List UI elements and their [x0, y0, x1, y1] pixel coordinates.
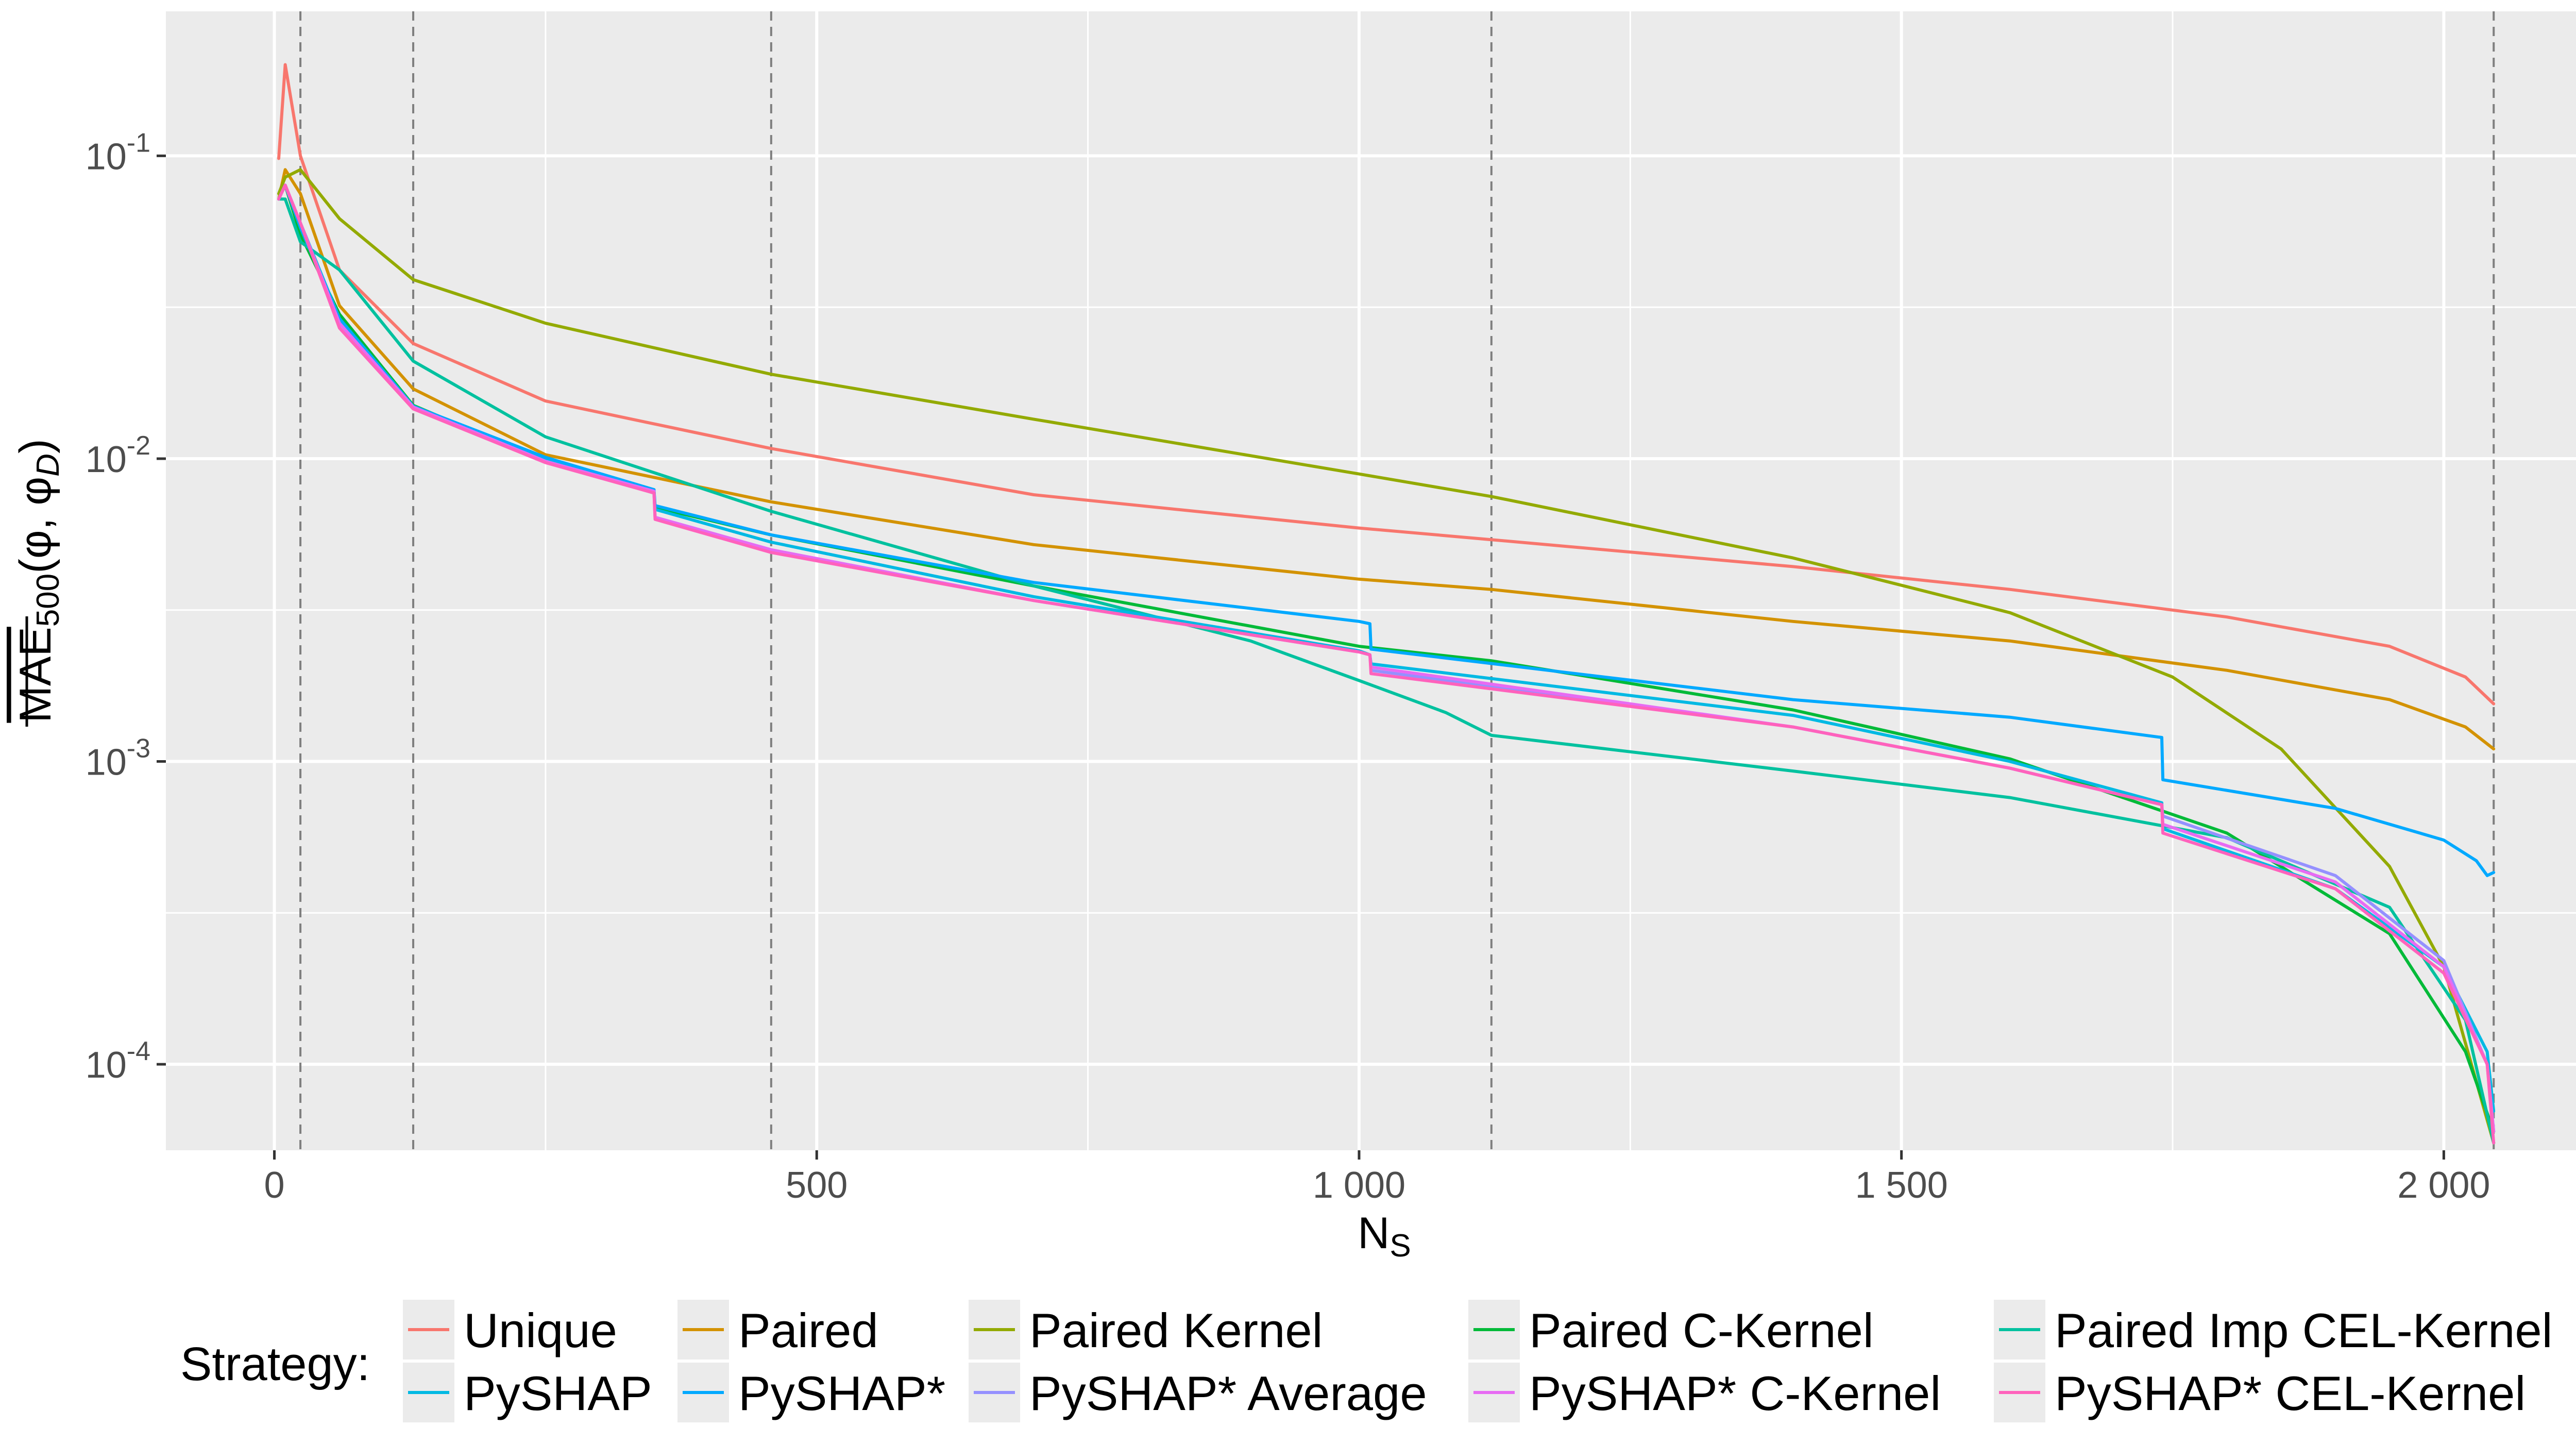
legend-item: Paired Kernel — [969, 1300, 1323, 1360]
y-tick-label: 10-4 — [86, 1036, 150, 1086]
legend-label: Paired Imp CEL-Kernel — [2055, 1303, 2553, 1357]
legend-label: PySHAP* CEL-Kernel — [2055, 1366, 2526, 1420]
legend-item: Unique — [403, 1300, 617, 1360]
x-tick-label: 2 000 — [2397, 1165, 2490, 1206]
legend-label: Paired C-Kernel — [1529, 1303, 1874, 1357]
legend-item: Paired Imp CEL-Kernel — [1994, 1300, 2553, 1360]
legend: Unique Paired Paired Kernel Paired C-Kernel… — [403, 1300, 2553, 1422]
series-line-paired — [277, 168, 2496, 751]
legend-item: PySHAP* C-Kernel — [1468, 1363, 1941, 1422]
series-line-paired-imp-cel-kernel — [277, 197, 2496, 1145]
legend-label: Paired Kernel — [1029, 1303, 1323, 1357]
x-tick-label: 1 000 — [1313, 1165, 1405, 1206]
legend-item: PySHAP* CEL-Kernel — [1994, 1363, 2526, 1422]
x-tick-label: 500 — [786, 1165, 848, 1206]
legend-item: Paired C-Kernel — [1468, 1300, 1874, 1360]
series-line-pyshap-cel-kernel — [277, 183, 2496, 1145]
reference-vlines — [299, 11, 2495, 1150]
y-axis-title-main: MAE — [11, 627, 60, 723]
x-axis-title: NS — [1358, 1209, 1411, 1264]
y-axis: 10-1 10-2 10-3 10-4 — [86, 128, 166, 1086]
series-lines — [277, 63, 2496, 1145]
major-gridlines — [166, 11, 2576, 1150]
y-tick-label: 10-1 — [86, 128, 150, 177]
legend-title: Strategy: — [180, 1338, 370, 1390]
y-axis-title: MAE500(φ, φD) — [11, 439, 66, 723]
x-axis-title-sub: S — [1389, 1228, 1411, 1264]
legend-label: PySHAP* C-Kernel — [1529, 1366, 1941, 1420]
legend-label: PySHAP* — [738, 1366, 945, 1420]
legend-item: PySHAP* — [677, 1363, 945, 1422]
legend-item: PySHAP — [403, 1363, 652, 1422]
legend-label: PySHAP — [464, 1366, 652, 1420]
x-axis: 0 500 1 000 1 500 2 000 — [264, 1150, 2490, 1206]
y-tick-label: 10-3 — [86, 734, 150, 783]
series-line-pyshap- — [277, 183, 2496, 877]
y-tick-label: 10-2 — [86, 431, 150, 480]
series-line-unique — [277, 63, 2496, 706]
legend-label: PySHAP* Average — [1029, 1366, 1427, 1420]
x-tick-label: 0 — [264, 1165, 285, 1206]
legend-label: Unique — [464, 1303, 617, 1357]
x-tick-label: 1 500 — [1855, 1165, 1948, 1206]
legend-item: PySHAP* Average — [969, 1363, 1427, 1422]
legend-item: Paired — [677, 1300, 878, 1360]
series-line-paired-kernel — [277, 168, 2496, 1145]
legend-label: Paired — [738, 1303, 878, 1357]
minor-gridlines — [166, 11, 2576, 1150]
